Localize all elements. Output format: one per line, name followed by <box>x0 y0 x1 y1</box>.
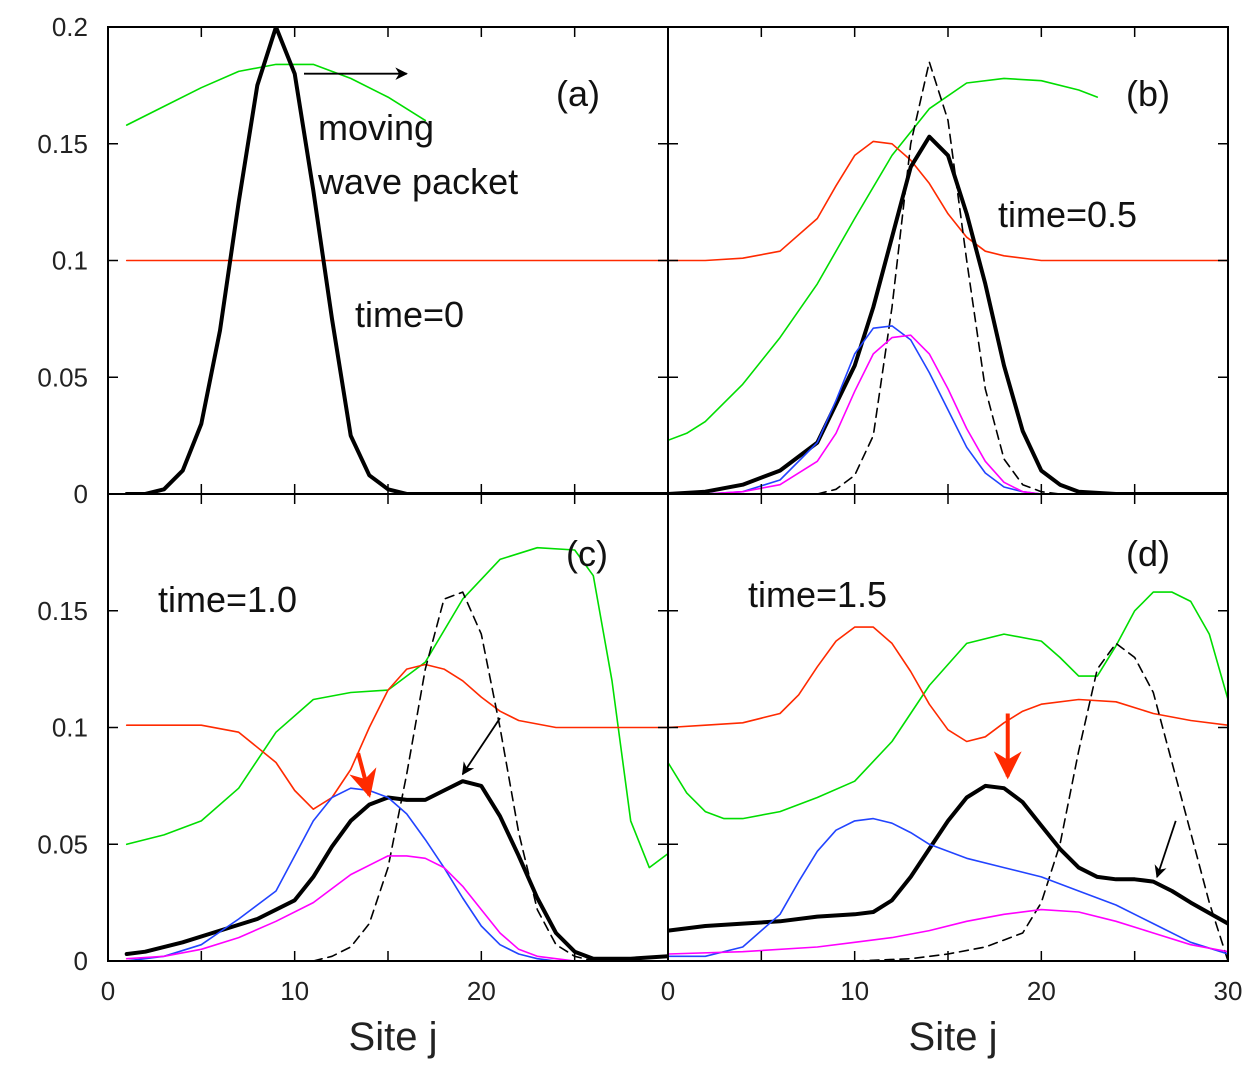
panel-a <box>124 27 668 494</box>
series-line-b-2 <box>668 134 1228 494</box>
series-line-d-2 <box>668 783 1228 933</box>
y-tick-label: 0.1 <box>52 246 88 276</box>
series-line-b-1 <box>668 140 1228 262</box>
series-line-b-5 <box>704 334 1043 494</box>
y-tick-label: 0.15 <box>37 596 88 626</box>
x-tick-label: 10 <box>280 976 309 1006</box>
x-tick-label: 20 <box>1027 976 1056 1006</box>
x-tick-label: 10 <box>840 976 869 1006</box>
x-tick-label: 0 <box>101 976 115 1006</box>
y-tick-label: 0 <box>74 946 88 976</box>
series-line-d-3 <box>779 642 1228 961</box>
series-line-c-5 <box>125 855 576 961</box>
annotation-text-a-2: time=0 <box>355 294 464 335</box>
panel-d <box>668 591 1228 961</box>
series-line-c-3 <box>312 591 595 961</box>
panel-label-a: (a) <box>556 73 600 114</box>
series-line-d-1 <box>668 626 1228 743</box>
annotation-text-a-0: moving <box>318 107 434 148</box>
annotation-text-c-0: time=1.0 <box>158 579 297 620</box>
annotation-arrow-d-1 <box>1154 820 1177 879</box>
x-tick-label: 30 <box>1214 976 1243 1006</box>
y-tick-label: 0.15 <box>37 129 88 159</box>
series-line-c-0 <box>125 546 668 869</box>
panel-label-d: (d) <box>1126 533 1170 574</box>
annotation-text-a-1: wave packet <box>317 161 518 202</box>
series-line-d-4 <box>668 817 1228 958</box>
y-tick-label: 0.05 <box>37 829 88 859</box>
series-line-d-5 <box>668 908 1228 955</box>
series-line-a-2 <box>124 27 668 494</box>
annotation-arrow-c-0 <box>349 752 377 798</box>
x-axis-label-right: Site j <box>909 1015 998 1059</box>
series-line-b-0 <box>668 77 1099 442</box>
series-line-c-1 <box>125 663 668 811</box>
series-line-b-4 <box>704 325 1043 494</box>
y-tick-label: 0.05 <box>37 362 88 392</box>
panel-label-b: (b) <box>1126 73 1170 114</box>
y-tick-label: 0.2 <box>52 12 88 42</box>
series-line-a-0 <box>125 63 427 126</box>
annotation-text-d-0: time=1.5 <box>748 574 887 615</box>
annotation-text-b-0: time=0.5 <box>998 194 1137 235</box>
series-line-c-2 <box>124 779 668 961</box>
y-tick-label: 0.1 <box>52 713 88 743</box>
x-axis-label-left: Site j <box>349 1015 438 1059</box>
annotation-arrow-c-1 <box>461 717 501 776</box>
series-line-d-0 <box>668 591 1228 820</box>
panel-label-c: (c) <box>566 533 608 574</box>
panel-b <box>668 61 1228 494</box>
y-tick-label: 0 <box>74 479 88 509</box>
x-tick-label: 20 <box>467 976 496 1006</box>
x-tick-label: 0 <box>661 976 675 1006</box>
series-line-c-4 <box>125 787 576 961</box>
series-line-b-3 <box>816 61 1080 494</box>
